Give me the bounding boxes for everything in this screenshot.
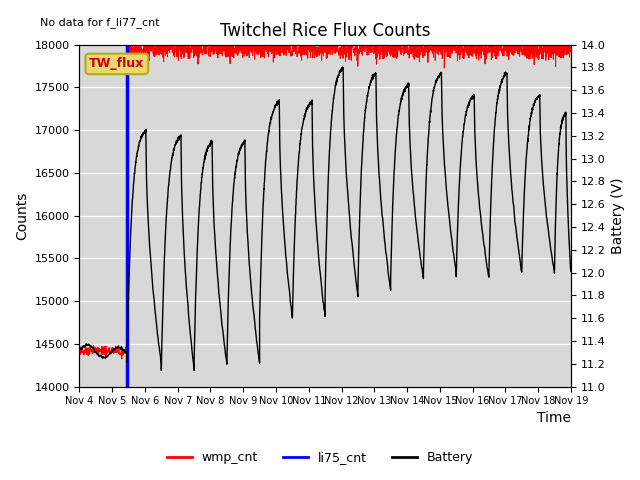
Legend: wmp_cnt, li75_cnt, Battery: wmp_cnt, li75_cnt, Battery — [162, 446, 478, 469]
Text: No data for f_li77_cnt: No data for f_li77_cnt — [40, 17, 160, 28]
Y-axis label: Battery (V): Battery (V) — [611, 178, 625, 254]
Y-axis label: Counts: Counts — [15, 192, 29, 240]
X-axis label: Time: Time — [537, 411, 571, 425]
Text: TW_flux: TW_flux — [89, 58, 145, 71]
Title: Twitchel Rice Flux Counts: Twitchel Rice Flux Counts — [220, 22, 430, 40]
